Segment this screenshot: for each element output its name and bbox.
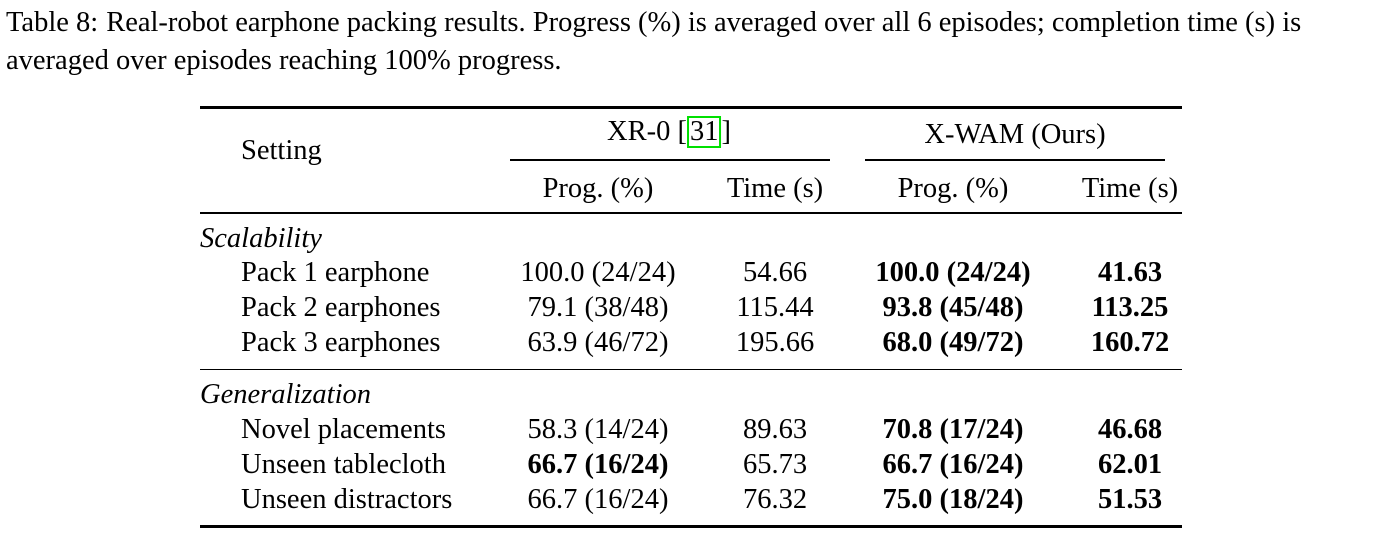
caption-label: Table 8: [6, 7, 99, 38]
cell-xwam-time: 113.25 [1091, 292, 1169, 323]
cmidrule-xr0 [510, 159, 830, 161]
cell-xwam-time: 62.01 [1097, 449, 1163, 480]
cell-xr0-time: 115.44 [736, 292, 814, 323]
table-caption: Table 8: Real-robot earphone packing resu… [6, 4, 1381, 80]
row-setting: Unseen distractors [241, 484, 453, 515]
cell-xwam-progress: 66.7 (16/24) [882, 449, 1024, 480]
cell-xr0-time: 54.66 [742, 257, 808, 288]
cell-xwam-progress: 75.0 (18/24) [882, 484, 1024, 515]
section-rule [200, 369, 1182, 370]
subheader-prog-xr0: Prog. (%) [542, 173, 654, 204]
cell-xwam-progress: 93.8 (45/48) [882, 292, 1024, 323]
cell-xr0-progress: 58.3 (14/24) [527, 414, 669, 445]
header-rule [200, 212, 1182, 214]
cell-xr0-time: 65.73 [742, 449, 808, 480]
cell-xr0-time: 195.66 [735, 327, 815, 358]
cmidrule-xwam [865, 159, 1165, 161]
cell-xr0-progress: 66.7 (16/24) [527, 484, 669, 515]
cell-xwam-time: 46.68 [1097, 414, 1163, 445]
bottom-rule [200, 525, 1182, 528]
caption-text: Real-robot earphone packing results. Pro… [6, 7, 1302, 76]
header-group-xwam: X-WAM (Ours) [924, 119, 1106, 150]
subheader-time-xwam: Time (s) [1081, 173, 1179, 204]
section-title: Scalability [200, 223, 322, 254]
top-rule [200, 106, 1182, 109]
header-group-xr0-close: ] [721, 116, 731, 147]
cell-xr0-progress: 100.0 (24/24) [520, 257, 676, 288]
citation-link[interactable]: 31 [686, 116, 722, 148]
section-title: Generalization [200, 379, 371, 410]
row-setting: Novel placements [241, 414, 446, 445]
cell-xr0-time: 89.63 [742, 414, 808, 445]
cell-xr0-time: 76.32 [742, 484, 808, 515]
cell-xr0-progress: 63.9 (46/72) [527, 327, 669, 358]
cell-xwam-progress: 100.0 (24/24) [875, 257, 1031, 288]
cell-xr0-progress: 66.7 (16/24) [527, 449, 669, 480]
cell-xwam-time: 160.72 [1090, 327, 1170, 358]
cell-xwam-time: 41.63 [1097, 257, 1163, 288]
cell-xwam-progress: 68.0 (49/72) [882, 327, 1024, 358]
header-group-xr0-label: XR-0 [ [607, 116, 687, 147]
row-setting: Pack 1 earphone [241, 257, 430, 288]
header-group-xr0: XR-0 [31] [607, 115, 731, 149]
cell-xwam-time: 51.53 [1097, 484, 1163, 515]
cell-xr0-progress: 79.1 (38/48) [527, 292, 669, 323]
row-setting: Unseen tablecloth [241, 449, 446, 480]
subheader-time-xr0: Time (s) [726, 173, 824, 204]
header-setting: Setting [241, 135, 322, 166]
row-setting: Pack 2 earphones [241, 292, 441, 323]
row-setting: Pack 3 earphones [241, 327, 441, 358]
subheader-prog-xwam: Prog. (%) [897, 173, 1009, 204]
cell-xwam-progress: 70.8 (17/24) [882, 414, 1024, 445]
